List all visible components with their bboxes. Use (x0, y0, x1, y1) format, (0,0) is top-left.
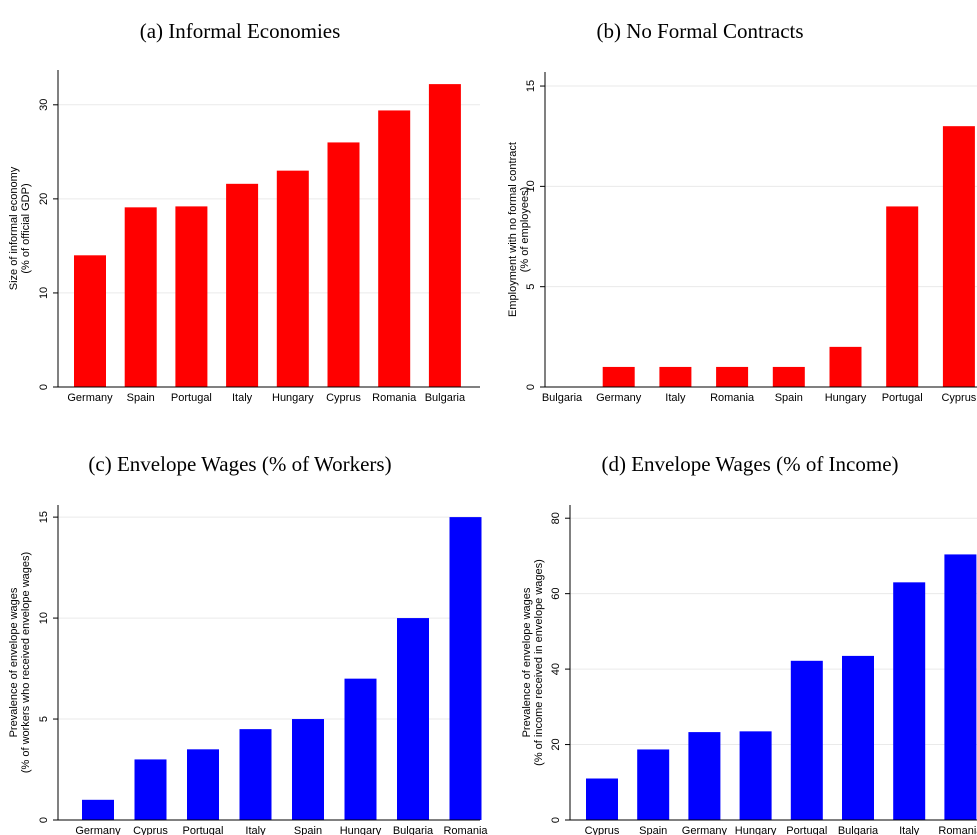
x-tick-label: Bulgaria (393, 825, 434, 835)
x-tick-label: Bulgaria (425, 392, 466, 404)
x-tick-label: Spain (775, 392, 803, 404)
x-tick-label: Italy (665, 392, 686, 404)
y-axis-label: Prevalence of envelope wages (521, 587, 533, 737)
y-tick-label: 0 (38, 817, 50, 823)
x-tick-label: Bulgaria (838, 825, 879, 835)
x-tick-label: Cyprus (326, 392, 361, 404)
x-tick-label: Germany (596, 392, 642, 404)
y-tick-label: 0 (525, 384, 537, 390)
x-tick-label: Portugal (882, 392, 923, 404)
bar (428, 84, 461, 387)
x-tick-label: Hungary (272, 392, 314, 404)
y-axis-label: Employment with no formal contract (507, 142, 519, 317)
bar (226, 183, 259, 387)
bar (276, 170, 309, 387)
x-tick-label: Cyprus (585, 825, 620, 835)
bar (397, 618, 429, 820)
x-tick-label: Hungary (735, 825, 777, 835)
bar (659, 366, 692, 387)
bar (637, 749, 670, 820)
x-tick-label: Italy (232, 392, 253, 404)
bar (586, 778, 618, 820)
bar (74, 255, 106, 387)
x-tick-label: Germany (682, 825, 728, 835)
bar (239, 729, 272, 820)
bar (327, 142, 360, 387)
y-tick-label: 30 (38, 99, 50, 111)
bar (739, 731, 772, 820)
bar (842, 655, 874, 820)
y-tick-label: 60 (550, 588, 562, 600)
x-tick-label: Portugal (183, 825, 224, 835)
bar (772, 366, 805, 387)
y-tick-label: 20 (550, 738, 562, 750)
y-tick-label: 15 (525, 80, 537, 92)
bar (124, 207, 157, 387)
y-tick-label: 5 (525, 284, 537, 290)
x-tick-label: Portugal (786, 825, 827, 835)
bar (82, 799, 114, 820)
bar (175, 206, 208, 387)
x-tick-label: Bulgaria (542, 392, 583, 404)
x-tick-label: Romania (938, 825, 977, 835)
bar (886, 206, 919, 387)
y-tick-label: 10 (38, 612, 50, 624)
x-tick-label: Cyprus (941, 392, 976, 404)
chart-title: (a) Informal Economies (140, 19, 341, 43)
y-axis-label: (% of workers who received envelope wage… (20, 552, 32, 773)
bar (449, 517, 482, 820)
x-tick-label: Hungary (825, 392, 867, 404)
y-tick-label: 0 (38, 384, 50, 390)
bar (344, 678, 377, 820)
bar (716, 366, 749, 387)
bar (378, 110, 411, 388)
x-tick-label: Spain (639, 825, 667, 835)
y-tick-label: 10 (38, 287, 50, 299)
y-axis-label: (% of official GDP) (20, 183, 32, 273)
bar (688, 732, 721, 820)
y-tick-label: 5 (38, 716, 50, 722)
y-axis-label: (% of employees) (519, 187, 531, 273)
y-tick-label: 0 (550, 817, 562, 823)
x-tick-label: Cyprus (133, 825, 168, 835)
y-tick-label: 40 (550, 663, 562, 675)
x-tick-label: Romania (443, 825, 488, 835)
bar (790, 660, 823, 820)
y-tick-label: 80 (550, 512, 562, 524)
bar (187, 749, 219, 820)
y-axis-label: Size of informal economy (8, 166, 20, 290)
x-tick-label: Hungary (340, 825, 382, 835)
x-tick-label: Spain (294, 825, 322, 835)
x-tick-label: Romania (372, 392, 417, 404)
bar (893, 582, 926, 820)
x-tick-label: Germany (75, 825, 121, 835)
bar (944, 554, 977, 820)
bar (829, 346, 862, 387)
x-tick-label: Portugal (171, 392, 212, 404)
y-tick-label: 15 (38, 511, 50, 523)
y-tick-label: 20 (38, 193, 50, 205)
x-tick-label: Spain (127, 392, 155, 404)
x-tick-label: Germany (67, 392, 113, 404)
x-tick-label: Italy (245, 825, 266, 835)
bar (292, 719, 324, 820)
x-tick-label: Romania (710, 392, 755, 404)
y-axis-label: (% of income received in envelope wages) (533, 559, 545, 766)
bar (942, 126, 975, 388)
y-axis-label: Prevalence of envelope wages (8, 587, 20, 737)
bar (602, 366, 635, 387)
bar (134, 759, 167, 820)
chart-title: (b) No Formal Contracts (596, 19, 803, 43)
y-tick-label: 10 (525, 180, 537, 192)
chart-title: (c) Envelope Wages (% of Workers) (88, 452, 391, 476)
x-tick-label: Italy (899, 825, 920, 835)
chart-title: (d) Envelope Wages (% of Income) (601, 452, 898, 476)
